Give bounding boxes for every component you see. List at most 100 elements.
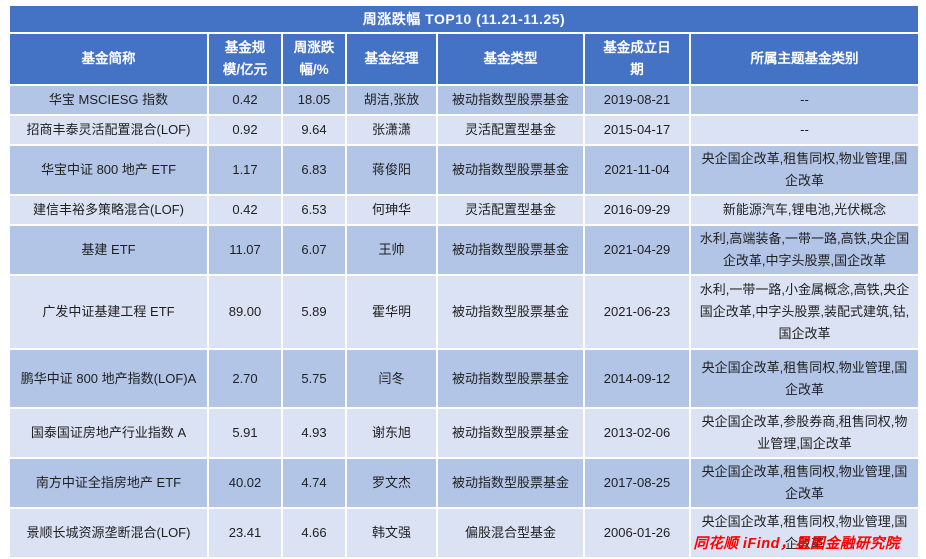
col-header-theme-category: 所属主题基金类别 <box>689 32 920 86</box>
cell-established-date: 2015-04-17 <box>583 114 691 146</box>
cell-fund-type: 灵活配置型基金 <box>436 194 585 226</box>
table-row: 广发中证基建工程 ETF 89.00 5.89 霍华明 被动指数型股票基金 20… <box>8 274 920 350</box>
cell-weekly-change: 4.93 <box>281 407 347 459</box>
cell-fund-name: 鹏华中证 800 地产指数(LOF)A <box>8 348 209 409</box>
cell-established-date: 2021-06-23 <box>583 274 691 350</box>
cell-fund-scale: 0.92 <box>207 114 283 146</box>
column-header-row: 基金简称 基金规模/亿元 周涨跌幅/% 基金经理 基金类型 基金成立日期 所属主… <box>8 32 920 86</box>
cell-theme-category: -- <box>689 84 920 116</box>
cell-fund-type: 被动指数型股票基金 <box>436 348 585 409</box>
cell-fund-manager: 闫冬 <box>345 348 438 409</box>
cell-theme-category: 央企国企改革,租售同权,物业管理,国企改革 <box>689 348 920 409</box>
cell-fund-manager: 谢东旭 <box>345 407 438 459</box>
data-source-note: 同花顺 iFind，星图金融研究院 <box>693 536 900 552</box>
col-header-weekly-change-label: 周涨跌幅/% <box>293 40 335 77</box>
cell-fund-scale: 0.42 <box>207 84 283 116</box>
cell-fund-scale: 40.02 <box>207 457 283 509</box>
cell-established-date: 2021-11-04 <box>583 144 691 196</box>
cell-theme-category: 央企国企改革,参股券商,租售同权,物业管理,国企改革 <box>689 407 920 459</box>
cell-weekly-change: 4.74 <box>281 457 347 509</box>
fund-ranking-table: 周涨跌幅 TOP10 (11.21-11.25) 基金简称 基金规模/亿元 周涨… <box>8 4 920 559</box>
cell-fund-scale: 89.00 <box>207 274 283 350</box>
table-row: 招商丰泰灵活配置混合(LOF) 0.92 9.64 张潇潇 灵活配置型基金 20… <box>8 114 920 146</box>
cell-established-date: 2017-08-25 <box>583 457 691 509</box>
cell-theme-category: -- <box>689 114 920 146</box>
cell-fund-manager: 韩文强 <box>345 507 438 559</box>
col-header-fund-scale: 基金规模/亿元 <box>207 32 283 86</box>
cell-established-date: 2019-08-21 <box>583 84 691 116</box>
cell-fund-type: 被动指数型股票基金 <box>436 224 585 276</box>
table-row: 华宝 MSCIESG 指数 0.42 18.05 胡洁,张放 被动指数型股票基金… <box>8 84 920 116</box>
cell-weekly-change: 5.89 <box>281 274 347 350</box>
table-title-row: 周涨跌幅 TOP10 (11.21-11.25) <box>8 4 920 34</box>
cell-established-date: 2013-02-06 <box>583 407 691 459</box>
cell-theme-category: 水利,一带一路,小金属概念,高铁,央企国企改革,中字头股票,装配式建筑,钴,国企… <box>689 274 920 350</box>
cell-weekly-change: 6.53 <box>281 194 347 226</box>
cell-weekly-change: 6.83 <box>281 144 347 196</box>
cell-weekly-change: 18.05 <box>281 84 347 116</box>
table-row: 景顺长城资源垄断混合(LOF) 23.41 4.66 韩文强 偏股混合型基金 2… <box>8 507 920 559</box>
cell-weekly-change: 6.07 <box>281 224 347 276</box>
cell-fund-manager: 张潇潇 <box>345 114 438 146</box>
cell-fund-name: 景顺长城资源垄断混合(LOF) <box>8 507 209 559</box>
cell-weekly-change: 4.66 <box>281 507 347 559</box>
cell-established-date: 2014-09-12 <box>583 348 691 409</box>
cell-theme-category: 央企国企改革,租售同权,物业管理,国企改革 <box>689 144 920 196</box>
cell-fund-name: 南方中证全指房地产 ETF <box>8 457 209 509</box>
col-header-fund-name-label: 基金简称 <box>81 51 136 66</box>
cell-fund-manager: 何珅华 <box>345 194 438 226</box>
cell-fund-manager: 胡洁,张放 <box>345 84 438 116</box>
cell-fund-manager: 蒋俊阳 <box>345 144 438 196</box>
cell-established-date: 2021-04-29 <box>583 224 691 276</box>
cell-fund-name: 广发中证基建工程 ETF <box>8 274 209 350</box>
table-row: 南方中证全指房地产 ETF 40.02 4.74 罗文杰 被动指数型股票基金 2… <box>8 457 920 509</box>
cell-fund-scale: 23.41 <box>207 507 283 559</box>
cell-fund-type: 被动指数型股票基金 <box>436 144 585 196</box>
cell-fund-scale: 5.91 <box>207 407 283 459</box>
cell-theme-category: 央企国企改革,租售同权,物业管理,国企改革 <box>689 507 920 559</box>
col-header-fund-type-label: 基金类型 <box>483 51 538 66</box>
table-row: 华宝中证 800 地产 ETF 1.17 6.83 蒋俊阳 被动指数型股票基金 … <box>8 144 920 196</box>
cell-fund-scale: 0.42 <box>207 194 283 226</box>
cell-fund-type: 灵活配置型基金 <box>436 114 585 146</box>
table-row: 建信丰裕多策略混合(LOF) 0.42 6.53 何珅华 灵活配置型基金 201… <box>8 194 920 226</box>
cell-fund-type: 被动指数型股票基金 <box>436 274 585 350</box>
col-header-fund-manager-label: 基金经理 <box>364 51 419 66</box>
cell-fund-type: 被动指数型股票基金 <box>436 457 585 509</box>
cell-established-date: 2006-01-26 <box>583 507 691 559</box>
col-header-fund-type: 基金类型 <box>436 32 585 86</box>
fund-ranking-table-container: 周涨跌幅 TOP10 (11.21-11.25) 基金简称 基金规模/亿元 周涨… <box>8 4 920 559</box>
cell-fund-scale: 11.07 <box>207 224 283 276</box>
cell-fund-name: 国泰国证房地产行业指数 A <box>8 407 209 459</box>
table-title: 周涨跌幅 TOP10 (11.21-11.25) <box>8 4 920 34</box>
cell-fund-name: 基建 ETF <box>8 224 209 276</box>
cell-theme-category: 水利,高端装备,一带一路,高铁,央企国企改革,中字头股票,国企改革 <box>689 224 920 276</box>
col-header-established-date: 基金成立日期 <box>583 32 691 86</box>
cell-fund-name: 招商丰泰灵活配置混合(LOF) <box>8 114 209 146</box>
cell-weekly-change: 9.64 <box>281 114 347 146</box>
cell-fund-manager: 王帅 <box>345 224 438 276</box>
col-header-fund-manager: 基金经理 <box>345 32 438 86</box>
cell-fund-scale: 1.17 <box>207 144 283 196</box>
col-header-weekly-change: 周涨跌幅/% <box>281 32 347 86</box>
cell-fund-name: 建信丰裕多策略混合(LOF) <box>8 194 209 226</box>
col-header-fund-scale-label: 基金规模/亿元 <box>222 40 268 77</box>
cell-theme-category: 新能源汽车,锂电池,光伏概念 <box>689 194 920 226</box>
cell-established-date: 2016-09-29 <box>583 194 691 226</box>
cell-fund-name: 华宝 MSCIESG 指数 <box>8 84 209 116</box>
table-row: 鹏华中证 800 地产指数(LOF)A 2.70 5.75 闫冬 被动指数型股票… <box>8 348 920 409</box>
col-header-theme-category-label: 所属主题基金类别 <box>750 51 859 66</box>
cell-fund-type: 偏股混合型基金 <box>436 507 585 559</box>
cell-fund-type: 被动指数型股票基金 <box>436 407 585 459</box>
cell-fund-name: 华宝中证 800 地产 ETF <box>8 144 209 196</box>
cell-fund-scale: 2.70 <box>207 348 283 409</box>
table-row: 基建 ETF 11.07 6.07 王帅 被动指数型股票基金 2021-04-2… <box>8 224 920 276</box>
table-row: 国泰国证房地产行业指数 A 5.91 4.93 谢东旭 被动指数型股票基金 20… <box>8 407 920 459</box>
cell-fund-manager: 罗文杰 <box>345 457 438 509</box>
col-header-established-date-label: 基金成立日期 <box>603 40 671 77</box>
cell-fund-type: 被动指数型股票基金 <box>436 84 585 116</box>
cell-fund-manager: 霍华明 <box>345 274 438 350</box>
col-header-fund-name: 基金简称 <box>8 32 209 86</box>
cell-theme-category: 央企国企改革,租售同权,物业管理,国企改革 <box>689 457 920 509</box>
cell-weekly-change: 5.75 <box>281 348 347 409</box>
